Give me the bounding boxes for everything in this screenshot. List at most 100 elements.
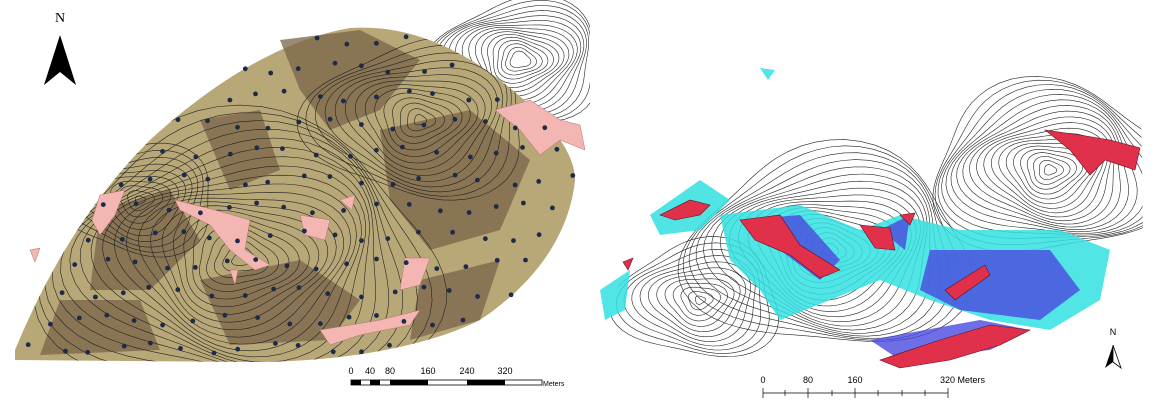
page: N 0 40 80 160 240 320 Meters bbox=[0, 0, 1160, 404]
sample-point bbox=[134, 201, 139, 206]
sample-point bbox=[254, 201, 259, 206]
sample-point bbox=[520, 145, 525, 150]
sample-point bbox=[536, 179, 541, 184]
sample-point bbox=[555, 147, 560, 152]
sample-point bbox=[193, 265, 198, 270]
sample-point bbox=[167, 208, 172, 213]
sample-point bbox=[268, 233, 273, 238]
sample-point bbox=[347, 315, 352, 320]
sample-point bbox=[416, 176, 421, 181]
sample-point bbox=[333, 61, 338, 66]
sample-point bbox=[314, 267, 319, 272]
sample-point bbox=[513, 126, 518, 131]
sample-point bbox=[119, 182, 124, 187]
sample-point bbox=[146, 285, 151, 290]
sample-point bbox=[374, 148, 379, 153]
contour bbox=[681, 287, 721, 315]
sample-point bbox=[466, 98, 471, 103]
contour bbox=[1027, 153, 1076, 190]
sample-point bbox=[341, 99, 346, 104]
sample-point bbox=[521, 201, 526, 206]
sample-point bbox=[120, 237, 125, 242]
sample-point bbox=[475, 178, 480, 183]
sample-point bbox=[328, 174, 333, 179]
sample-point bbox=[254, 145, 259, 150]
sample-point bbox=[359, 349, 364, 354]
sample-point bbox=[359, 122, 364, 127]
sample-point bbox=[523, 258, 528, 263]
sample-point bbox=[385, 236, 390, 241]
sample-point bbox=[434, 266, 439, 271]
sample-point bbox=[374, 41, 379, 46]
sample-point bbox=[550, 206, 555, 211]
sample-point bbox=[198, 210, 203, 215]
sample-point bbox=[359, 295, 364, 300]
north-arrow: N bbox=[44, 11, 76, 85]
sample-point bbox=[255, 315, 260, 320]
sample-point bbox=[175, 287, 180, 292]
sample-point bbox=[359, 181, 364, 186]
sample-point bbox=[513, 183, 518, 188]
sample-point bbox=[235, 239, 240, 244]
sample-point bbox=[228, 98, 233, 103]
contour bbox=[640, 262, 751, 342]
sample-point bbox=[453, 173, 458, 178]
sample-point bbox=[207, 236, 212, 241]
sample-point bbox=[176, 117, 181, 122]
sample-point bbox=[253, 92, 258, 97]
sample-point bbox=[253, 257, 258, 262]
sample-point bbox=[464, 264, 469, 269]
sample-point bbox=[133, 260, 138, 265]
sample-point bbox=[402, 319, 407, 324]
sample-point bbox=[302, 229, 307, 234]
sample-point bbox=[438, 208, 443, 213]
sample-point bbox=[434, 150, 439, 155]
scale-unit: Meters bbox=[543, 381, 565, 388]
contour bbox=[951, 100, 1137, 232]
sample-point bbox=[542, 125, 547, 130]
sample-point bbox=[205, 177, 210, 182]
sample-point bbox=[209, 294, 214, 299]
sample-point bbox=[461, 318, 466, 323]
sample-point bbox=[348, 154, 353, 159]
sample-point bbox=[374, 257, 379, 262]
sample-point bbox=[359, 63, 364, 68]
sample-point bbox=[447, 288, 452, 293]
sample-point bbox=[374, 202, 379, 207]
sample-point bbox=[391, 182, 396, 187]
sample-point bbox=[280, 146, 285, 151]
sample-point bbox=[297, 285, 302, 290]
sample-point bbox=[178, 346, 183, 351]
scale-label: 320 Meters bbox=[940, 375, 986, 385]
contour bbox=[1045, 165, 1057, 175]
sample-point bbox=[72, 262, 77, 267]
north-arrow: N bbox=[1105, 327, 1121, 368]
sample-point bbox=[359, 238, 364, 243]
sample-point bbox=[106, 257, 111, 262]
sample-point bbox=[422, 69, 427, 74]
sample-point bbox=[344, 261, 349, 266]
sample-point bbox=[318, 94, 323, 99]
sample-point bbox=[266, 126, 271, 131]
sample-point bbox=[281, 205, 286, 210]
sample-point bbox=[450, 63, 455, 68]
sample-point bbox=[285, 263, 290, 268]
sample-point bbox=[296, 120, 301, 125]
sample-point bbox=[570, 173, 575, 178]
sample-point bbox=[85, 350, 90, 355]
sample-point bbox=[148, 177, 153, 182]
sample-point bbox=[223, 313, 228, 318]
scale-label: 160 bbox=[847, 375, 862, 385]
right-map: N 0 80 160 320 Meters bbox=[600, 68, 1160, 398]
sample-point bbox=[407, 89, 412, 94]
sample-point bbox=[422, 123, 427, 128]
contour bbox=[1021, 149, 1083, 194]
left-map: N 0 40 80 160 240 320 Meters bbox=[15, 0, 598, 388]
sample-point bbox=[450, 230, 455, 235]
scale-label: 80 bbox=[385, 366, 395, 376]
north-label: N bbox=[55, 11, 65, 26]
sample-point bbox=[227, 205, 232, 210]
sample-point bbox=[271, 287, 276, 292]
sample-point bbox=[475, 294, 480, 299]
sample-point bbox=[344, 42, 349, 47]
